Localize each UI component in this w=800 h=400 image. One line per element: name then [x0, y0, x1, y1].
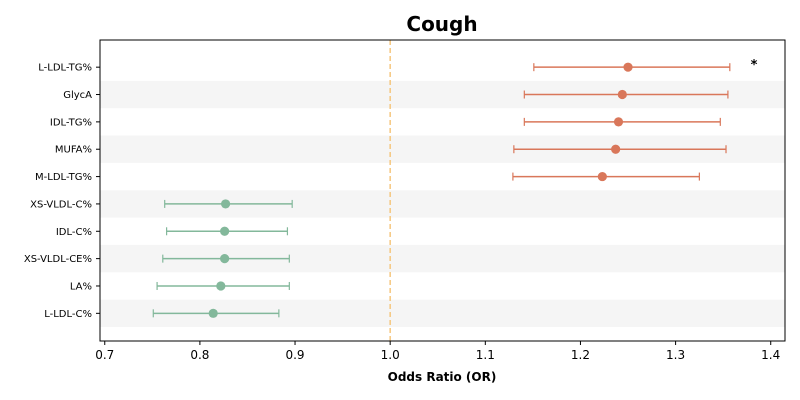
y-tick-label: L-LDL-C% — [44, 309, 92, 320]
point-estimate — [220, 199, 231, 209]
x-tick-label: 1.2 — [571, 348, 590, 362]
point-estimate — [220, 226, 230, 236]
x-axis-label: Odds Ratio (OR) — [388, 370, 497, 384]
y-tick-label: MUFA% — [55, 145, 92, 156]
point-estimate — [611, 144, 621, 154]
point-estimate — [617, 89, 627, 100]
x-tick-label: 0.8 — [190, 348, 209, 362]
x-tick-label: 1.0 — [381, 348, 400, 362]
annotations: * — [751, 58, 758, 73]
point-estimate — [613, 117, 624, 127]
x-tick-label: 1.3 — [666, 348, 685, 362]
y-tick-labels: L-LDL-TG% GlycA IDL-TG% MUFA% M-LDL-TG% XS-VL… — [24, 63, 100, 320]
y-tick-label: GlycA — [63, 90, 92, 101]
point-estimate — [216, 281, 226, 291]
x-tick-label: 1.1 — [476, 348, 495, 362]
significance-marker: * — [751, 58, 758, 73]
point-estimate — [208, 308, 218, 318]
y-tick-label: IDL-C% — [56, 227, 92, 238]
y-tick-label: XS-VLDL-CE% — [24, 254, 92, 265]
x-tick-label: 0.9 — [285, 348, 304, 362]
y-tick-label: LA% — [70, 281, 92, 292]
y-tick-label: L-LDL-TG% — [38, 63, 92, 74]
y-tick-label: M-LDL-TG% — [35, 172, 92, 183]
point-estimate — [623, 62, 633, 72]
point-estimates — [208, 62, 633, 318]
chart-title: Cough — [406, 12, 477, 36]
x-axis: 0.7 0.8 0.9 1.0 1.1 1.2 1.3 1.4 — [95, 341, 780, 362]
x-tick-label: 0.7 — [95, 348, 114, 362]
point-estimate — [220, 254, 230, 264]
x-tick-label: 1.4 — [761, 348, 780, 362]
point-estimate — [597, 171, 607, 182]
plot-frame — [99, 39, 786, 342]
y-tick-label: IDL-TG% — [50, 117, 92, 128]
y-tick-label: XS-VLDL-C% — [30, 199, 92, 210]
